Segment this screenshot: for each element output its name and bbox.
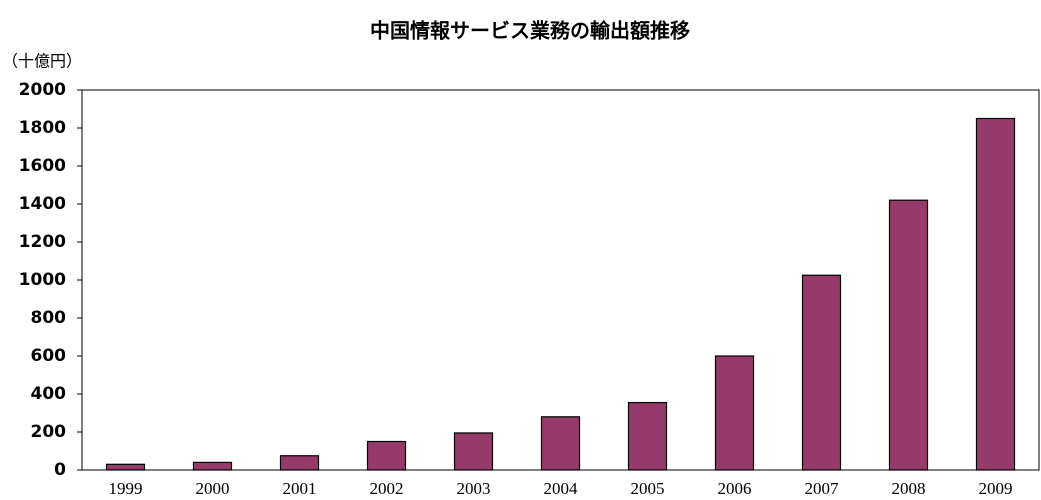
bar bbox=[540, 416, 581, 471]
y-tick-label: 1200 bbox=[19, 232, 66, 252]
y-tick-label: 1400 bbox=[19, 194, 66, 214]
x-tick-label: 2009 bbox=[979, 479, 1013, 498]
y-tick-label: 200 bbox=[31, 422, 67, 442]
x-tick-label: 1999 bbox=[109, 479, 143, 498]
y-tick-label: 800 bbox=[31, 308, 67, 328]
y-tick-label: 1000 bbox=[19, 270, 66, 290]
bar bbox=[192, 461, 233, 471]
chart-title: 中国情報サービス業務の輸出額推移 bbox=[370, 19, 690, 43]
bar bbox=[888, 199, 929, 471]
x-tick-label: 2006 bbox=[718, 479, 752, 498]
x-tick-label: 2008 bbox=[892, 479, 926, 498]
bar bbox=[627, 401, 668, 471]
bar bbox=[714, 355, 755, 471]
y-tick-label: 400 bbox=[31, 384, 67, 404]
x-tick-label: 2005 bbox=[631, 479, 665, 498]
bar bbox=[366, 440, 407, 471]
x-tick-label: 2000 bbox=[196, 479, 230, 498]
bar bbox=[453, 432, 494, 471]
x-tick-label: 2004 bbox=[544, 479, 579, 498]
bar bbox=[279, 455, 320, 471]
y-tick-label: 0 bbox=[54, 460, 66, 480]
y-tick-label: 1800 bbox=[19, 118, 66, 138]
bar bbox=[975, 117, 1016, 471]
y-tick-label: 2000 bbox=[19, 80, 66, 100]
y-tick-label: 1600 bbox=[19, 156, 66, 176]
x-tick-label: 2001 bbox=[283, 479, 317, 498]
x-tick-label: 2007 bbox=[805, 479, 840, 498]
x-tick-label: 2002 bbox=[370, 479, 404, 498]
bar bbox=[105, 463, 146, 471]
bar bbox=[801, 274, 842, 471]
y-axis-label: （十億円） bbox=[2, 52, 82, 71]
y-tick-label: 600 bbox=[31, 346, 67, 366]
x-tick-label: 2003 bbox=[457, 479, 491, 498]
